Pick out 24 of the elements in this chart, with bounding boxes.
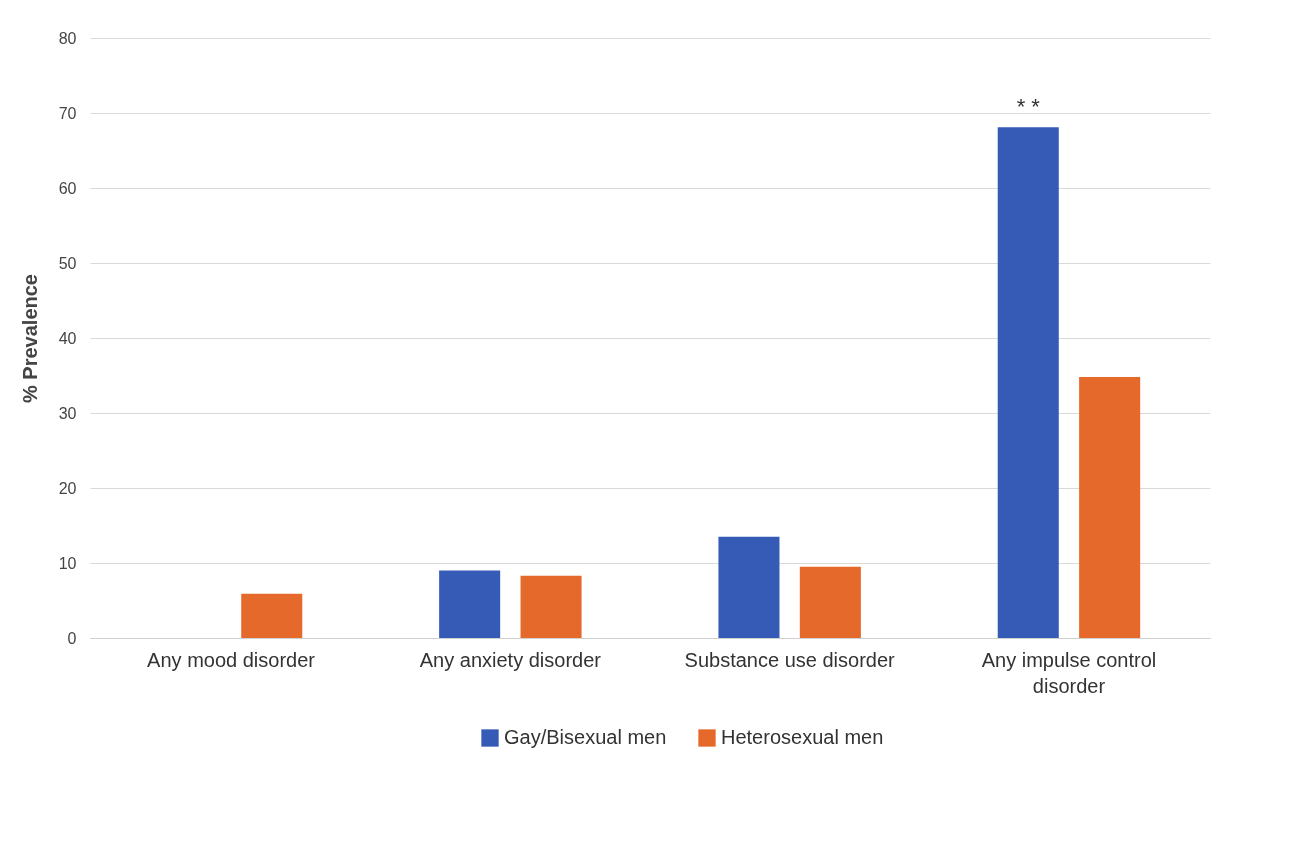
y-tick-label: 50 — [58, 254, 77, 272]
y-tick-label: 80 — [58, 29, 77, 47]
y-tick-label: 30 — [58, 404, 77, 422]
y-axis-title: % Prevalence — [18, 274, 41, 403]
annotation: * * — [1016, 94, 1041, 120]
y-tick-label: 70 — [58, 104, 77, 122]
legend-label: Heterosexual men — [721, 726, 884, 748]
y-tick-label: 60 — [58, 179, 77, 197]
x-tick-label: Any anxiety disorder — [419, 648, 602, 671]
bar — [439, 570, 501, 638]
bar — [1079, 377, 1141, 638]
bar — [799, 566, 861, 638]
bar — [241, 593, 303, 638]
legend-label: Gay/Bisexual men — [504, 726, 667, 748]
y-tick-label: 0 — [67, 629, 77, 647]
x-tick-label: Any mood disorder — [147, 648, 316, 671]
y-tick-label: 20 — [58, 479, 77, 497]
bar — [520, 575, 582, 638]
y-tick-label: 10 — [58, 554, 77, 572]
bar — [718, 536, 780, 638]
x-tick-label: Any impulse control disorder — [981, 648, 1157, 697]
x-tick-label: Substance use disorder — [684, 648, 896, 671]
bar — [997, 127, 1059, 638]
y-tick-label: 40 — [58, 329, 77, 347]
